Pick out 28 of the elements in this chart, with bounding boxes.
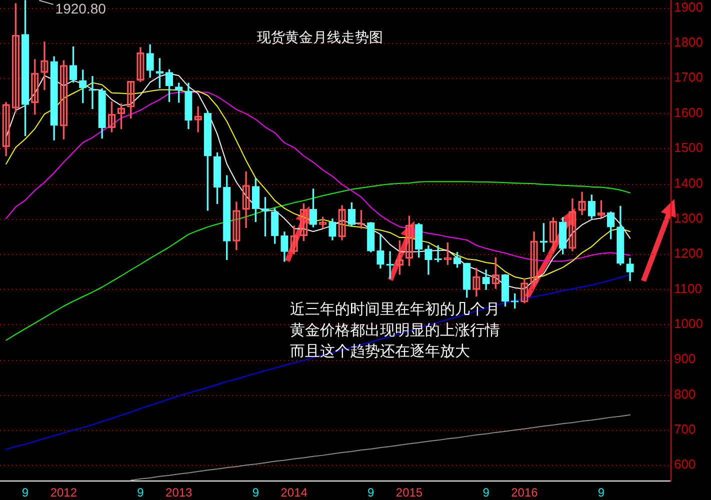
x-tick-label: 2016 (511, 486, 538, 500)
x-tick-label: 2012 (50, 486, 78, 500)
y-tick-label: 1200 (674, 246, 703, 261)
x-tick-label: 2014 (280, 486, 308, 500)
y-tick-label: 1000 (674, 316, 703, 331)
y-tick-label: 1500 (674, 140, 703, 156)
candlestick (88, 76, 96, 110)
x-tick-label: 2015 (396, 486, 423, 500)
x-tick-label: 9 (368, 486, 375, 500)
y-tick-label: 900 (674, 351, 696, 366)
y-tick-label: 1900 (674, 0, 703, 14)
x-tick-label: 9 (137, 486, 144, 500)
y-tick-label: 1300 (674, 210, 703, 226)
x-tick-label: 2013 (166, 486, 193, 500)
y-tick-label: 600 (674, 456, 696, 472)
text: 现货黄金月线走势图 (257, 29, 383, 47)
y-tick-label: 1700 (674, 70, 703, 85)
y-tick-label: 800 (674, 386, 696, 402)
x-tick-label: 9 (598, 486, 605, 500)
y-tick-label: 700 (674, 422, 696, 437)
x-tick-label: 9 (252, 486, 260, 500)
x-tick-label: 9 (482, 486, 490, 500)
y-tick-label: 1800 (674, 34, 703, 50)
y-tick-label: 1400 (674, 175, 703, 190)
annotation: 1920.80 (55, 0, 106, 16)
y-tick-label: 1100 (674, 280, 702, 296)
y-tick-label: 1600 (674, 104, 703, 120)
x-tick-label: 9 (22, 486, 29, 500)
